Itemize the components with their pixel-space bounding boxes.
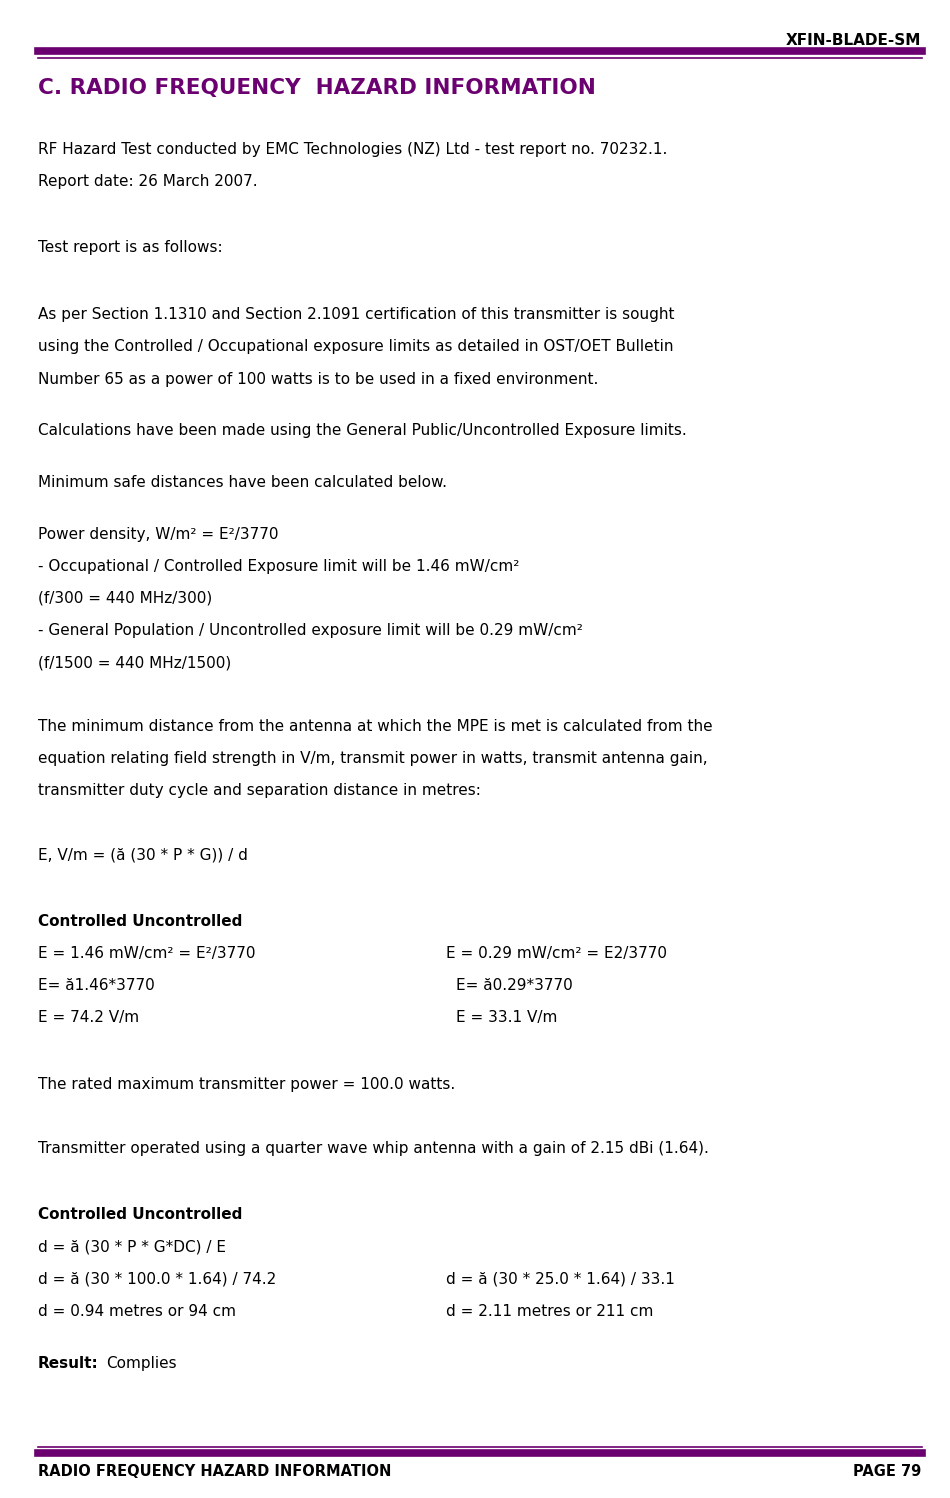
Text: Number 65 as a power of 100 watts is to be used in a fixed environment.: Number 65 as a power of 100 watts is to … [38,372,598,386]
Text: E= ă1.46*3770: E= ă1.46*3770 [38,978,155,993]
Text: Complies: Complies [106,1356,177,1371]
Text: E = 0.29 mW/cm² = E2/3770: E = 0.29 mW/cm² = E2/3770 [446,945,668,962]
Text: Power density, W/m² = E²/3770: Power density, W/m² = E²/3770 [38,526,278,542]
Text: Calculations have been made using the General Public/Uncontrolled Exposure limit: Calculations have been made using the Ge… [38,422,687,439]
Text: d = ă (30 * 25.0 * 1.64) / 33.1: d = ă (30 * 25.0 * 1.64) / 33.1 [446,1272,675,1287]
Text: The rated maximum transmitter power = 100.0 watts.: The rated maximum transmitter power = 10… [38,1077,455,1092]
Text: Test report is as follows:: Test report is as follows: [38,240,222,256]
Text: Result:: Result: [38,1356,99,1371]
Text: E, V/m = (ă (30 * P * G)) / d: E, V/m = (ă (30 * P * G)) / d [38,846,248,863]
Text: d = ă (30 * 100.0 * 1.64) / 74.2: d = ă (30 * 100.0 * 1.64) / 74.2 [38,1272,276,1287]
Text: (f/1500 = 440 MHz/1500): (f/1500 = 440 MHz/1500) [38,655,231,671]
Text: RADIO FREQUENCY HAZARD INFORMATION: RADIO FREQUENCY HAZARD INFORMATION [38,1464,391,1479]
Text: d = ă (30 * P * G*DC) / E: d = ă (30 * P * G*DC) / E [38,1239,226,1255]
Text: The minimum distance from the antenna at which the MPE is met is calculated from: The minimum distance from the antenna at… [38,719,712,734]
Text: Controlled Uncontrolled: Controlled Uncontrolled [38,1207,242,1222]
Text: XFIN-BLADE-SM: XFIN-BLADE-SM [787,33,921,48]
Text: Controlled Uncontrolled: Controlled Uncontrolled [38,914,242,929]
Text: E = 33.1 V/m: E = 33.1 V/m [456,1010,558,1026]
Text: As per Section 1.1310 and Section 2.1091 certification of this transmitter is so: As per Section 1.1310 and Section 2.1091… [38,307,674,322]
Text: (f/300 = 440 MHz/300): (f/300 = 440 MHz/300) [38,590,212,607]
Text: E= ă0.29*3770: E= ă0.29*3770 [456,978,573,993]
Text: Transmitter operated using a quarter wave whip antenna with a gain of 2.15 dBi (: Transmitter operated using a quarter wav… [38,1140,709,1156]
Text: Minimum safe distances have been calculated below.: Minimum safe distances have been calcula… [38,475,447,490]
Text: PAGE 79: PAGE 79 [853,1464,922,1479]
Text: - Occupational / Controlled Exposure limit will be 1.46 mW/cm²: - Occupational / Controlled Exposure lim… [38,559,520,574]
Text: E = 1.46 mW/cm² = E²/3770: E = 1.46 mW/cm² = E²/3770 [38,945,256,962]
Text: Report date: 26 March 2007.: Report date: 26 March 2007. [38,174,257,189]
Text: d = 2.11 metres or 211 cm: d = 2.11 metres or 211 cm [446,1303,654,1320]
Text: using the Controlled / Occupational exposure limits as detailed in OST/OET Bulle: using the Controlled / Occupational expo… [38,339,674,355]
Text: equation relating field strength in V/m, transmit power in watts, transmit anten: equation relating field strength in V/m,… [38,750,708,767]
Text: RF Hazard Test conducted by EMC Technologies (NZ) Ltd - test report no. 70232.1.: RF Hazard Test conducted by EMC Technolo… [38,142,667,157]
Text: C. RADIO FREQUENCY  HAZARD INFORMATION: C. RADIO FREQUENCY HAZARD INFORMATION [38,78,596,97]
Text: d = 0.94 metres or 94 cm: d = 0.94 metres or 94 cm [38,1303,236,1320]
Text: transmitter duty cycle and separation distance in metres:: transmitter duty cycle and separation di… [38,783,481,798]
Text: E = 74.2 V/m: E = 74.2 V/m [38,1010,139,1026]
Text: - General Population / Uncontrolled exposure limit will be 0.29 mW/cm²: - General Population / Uncontrolled expo… [38,623,583,638]
